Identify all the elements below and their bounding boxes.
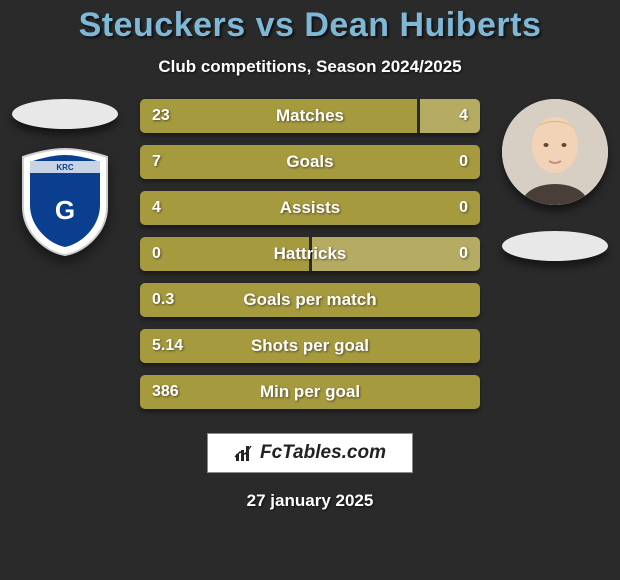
page-title: Steuckers vs Dean Huiberts [79, 6, 542, 45]
stat-row: 40Assists [140, 191, 480, 225]
brand-text: FcTables.com [260, 442, 386, 464]
right-player-avatar [502, 99, 608, 205]
left-player-avatar-placeholder [12, 99, 118, 129]
infographic-root: Steuckers vs Dean Huiberts Club competit… [0, 0, 620, 580]
comparison-area: KRC G 234Matches 70Goals 40Assists 00Hattri… [0, 99, 620, 409]
genk-shield-icon: KRC G [15, 147, 115, 257]
stat-row: 00Hattricks [140, 237, 480, 271]
left-club-badge: KRC G [15, 147, 115, 257]
stats-column: 234Matches 70Goals 40Assists 00Hattricks 0.3… [130, 99, 490, 409]
brand-badge: FcTables.com [207, 433, 413, 473]
stat-label: Matches [140, 106, 480, 126]
svg-text:KRC: KRC [56, 163, 74, 172]
page-subtitle: Club competitions, Season 2024/2025 [158, 57, 461, 77]
bar-chart-icon [234, 443, 254, 463]
right-player-column [490, 99, 620, 409]
stat-row: 386Min per goal [140, 375, 480, 409]
left-player-column: KRC G [0, 99, 130, 409]
stat-label: Goals per match [140, 290, 480, 310]
stat-row: 5.14Shots per goal [140, 329, 480, 363]
stat-label: Hattricks [140, 244, 480, 264]
stat-row: 0.3Goals per match [140, 283, 480, 317]
right-club-badge-placeholder [502, 231, 608, 261]
stat-row: 70Goals [140, 145, 480, 179]
stat-label: Goals [140, 152, 480, 172]
stat-label: Shots per goal [140, 336, 480, 356]
stat-label: Assists [140, 198, 480, 218]
stat-label: Min per goal [140, 382, 480, 402]
svg-text:G: G [55, 195, 75, 225]
person-icon [502, 99, 608, 205]
footer-date: 27 january 2025 [247, 491, 374, 511]
stat-row: 234Matches [140, 99, 480, 133]
